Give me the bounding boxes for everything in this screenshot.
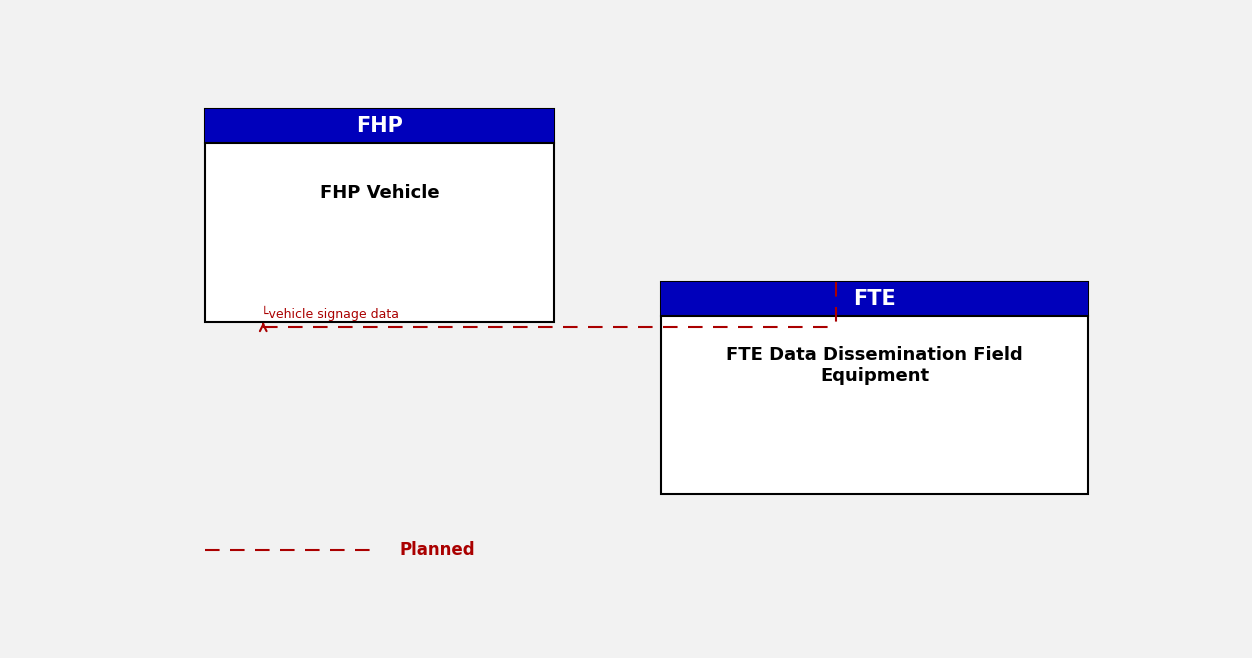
Text: └vehicle signage data: └vehicle signage data [262,306,399,321]
Text: FHP Vehicle: FHP Vehicle [319,184,439,203]
Bar [661,282,1088,316]
Bar [661,282,1088,494]
Bar [205,109,555,322]
Text: FHP: FHP [357,116,403,136]
Text: Planned: Planned [399,541,475,559]
Text: FTE Data Dissemination Field
Equipment: FTE Data Dissemination Field Equipment [726,346,1023,385]
Bar [205,109,555,143]
Text: FTE: FTE [853,289,896,309]
